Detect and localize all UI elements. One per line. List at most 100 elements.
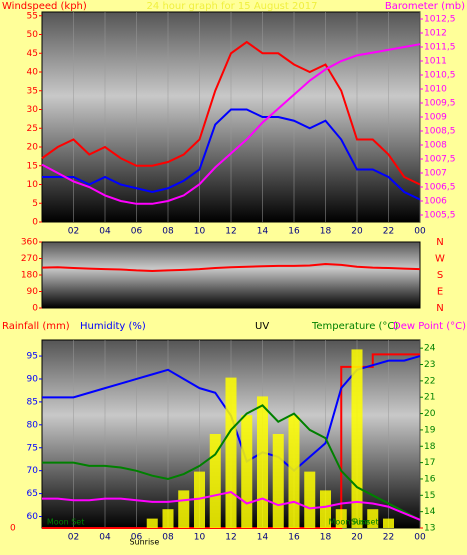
x-tick-label: 08 <box>162 227 174 237</box>
y-tick-label: 15 <box>424 491 435 501</box>
x-tick-label: 02 <box>68 533 79 543</box>
legend-label: Rainfall (mm) <box>2 321 70 332</box>
y-tick-label: 1010,5 <box>424 71 456 81</box>
y-tick-label: 1007,5 <box>424 155 456 165</box>
legend-label: UV <box>255 321 269 332</box>
y-tick-label: 17 <box>424 458 435 468</box>
y-tick-label: 1005,5 <box>424 211 456 221</box>
x-tick-label: 02 <box>68 227 79 237</box>
y-tick-label: 13 <box>424 524 435 534</box>
y-tick-label: 1011,5 <box>424 43 456 53</box>
y-tick-label: 1008 <box>424 141 447 151</box>
y-tick-label: 10 <box>27 180 39 190</box>
y-tick-label: 65 <box>27 489 38 499</box>
series-line <box>42 490 421 521</box>
x-tick-label: 10 <box>194 533 206 543</box>
y-tick-label: 80 <box>27 420 39 430</box>
plot-area <box>41 241 421 309</box>
x-tick-label: 20 <box>351 227 363 237</box>
y-tick-label: 1012 <box>424 29 447 39</box>
y-tick-label: 0 <box>32 304 38 314</box>
x-tick-label: 22 <box>383 533 394 543</box>
uv-bar <box>272 434 284 528</box>
y-tick-label: 21 <box>424 393 435 403</box>
y-tick-label: 45 <box>27 49 38 59</box>
y-tick-label: 18 <box>424 442 436 452</box>
y-tick-label: 90 <box>27 287 39 297</box>
uv-bar <box>367 509 379 528</box>
y-tick-label: 1008,5 <box>424 127 456 137</box>
y-tick-label: 1010 <box>424 85 447 95</box>
x-tick-label: 18 <box>320 533 332 543</box>
y-tick-label: 20 <box>424 409 436 419</box>
y-tick-label: 75 <box>27 443 38 453</box>
y-tick-label: 16 <box>424 474 436 484</box>
y-tick-label: 20 <box>27 143 39 153</box>
x-tick-label: 22 <box>383 227 394 237</box>
series-line <box>42 404 421 521</box>
y-tick-label: 35 <box>27 86 38 96</box>
y-tick-label: 1009 <box>424 113 447 123</box>
uv-bar <box>193 471 206 528</box>
annotation: Moon Rise <box>329 518 370 527</box>
y-tick-label: 85 <box>27 397 38 407</box>
compass-label: W <box>435 254 445 265</box>
y-tick-label: 1006 <box>424 197 447 207</box>
y-tick-label: 19 <box>424 425 436 435</box>
x-tick-label: 16 <box>288 533 300 543</box>
chart-title: 24 hour graph for 15 August 2017 <box>147 1 318 12</box>
x-tick-label: 10 <box>194 227 206 237</box>
uv-bar <box>162 509 174 528</box>
y-tick-label: 22 <box>424 376 435 386</box>
x-tick-label: 04 <box>99 533 111 543</box>
x-tick-label: 18 <box>320 227 332 237</box>
y-tick-label: 25 <box>27 124 38 134</box>
uv-bar <box>335 509 347 528</box>
uv-bar <box>288 415 300 528</box>
x-tick-label: 04 <box>99 227 111 237</box>
axis-label: Windspeed (kph) <box>2 1 87 12</box>
y-tick-label: 1007 <box>424 169 447 179</box>
annotation: Sunrise <box>129 538 159 547</box>
x-tick-label: 20 <box>351 533 363 543</box>
uv-bar <box>351 349 363 528</box>
y-tick-label: 5 <box>32 199 38 209</box>
legend-label: Dew Point (°C) <box>393 321 466 332</box>
y-tick-label: 1006,5 <box>424 183 456 193</box>
x-tick-label: 06 <box>131 533 143 543</box>
x-tick-label: 14 <box>257 227 269 237</box>
y-tick-label: 90 <box>27 374 39 384</box>
y-tick-label: 50 <box>27 30 39 40</box>
y-tick-label: 60 <box>27 512 39 522</box>
compass-label: E <box>437 287 443 298</box>
annotation: Moon Set <box>47 518 84 527</box>
y-tick-label: 70 <box>27 466 39 476</box>
x-tick-label: 06 <box>131 227 143 237</box>
y-tick-label: 40 <box>27 68 39 78</box>
annotation: Sunset <box>351 518 378 527</box>
uv-bar <box>256 396 269 528</box>
series-line <box>42 108 421 201</box>
uv-bar <box>319 490 332 528</box>
uv-bar <box>209 434 221 528</box>
y-tick-label: 360 <box>21 238 38 248</box>
y-tick-label: 95 <box>27 352 38 362</box>
x-tick-label: 00 <box>414 227 426 237</box>
series-line <box>41 43 421 205</box>
uv-bar <box>382 518 395 528</box>
x-tick-label: 12 <box>225 533 236 543</box>
x-tick-label: 16 <box>288 227 300 237</box>
y-tick-label: 15 <box>27 161 38 171</box>
x-tick-label: 12 <box>225 227 236 237</box>
y-tick-label: 1012,5 <box>424 15 456 25</box>
x-tick-label: 08 <box>162 533 174 543</box>
y-tick-label: 270 <box>21 254 38 264</box>
y-tick-label: 14 <box>424 507 436 517</box>
compass-label: N <box>436 303 443 314</box>
uv-bar <box>146 518 158 528</box>
y-tick-label: 1011 <box>424 57 447 67</box>
y-tick-label: 1009,5 <box>424 99 456 109</box>
y-tick-label: 55 <box>27 11 38 21</box>
legend-label: Temperature (°C) <box>311 321 398 332</box>
